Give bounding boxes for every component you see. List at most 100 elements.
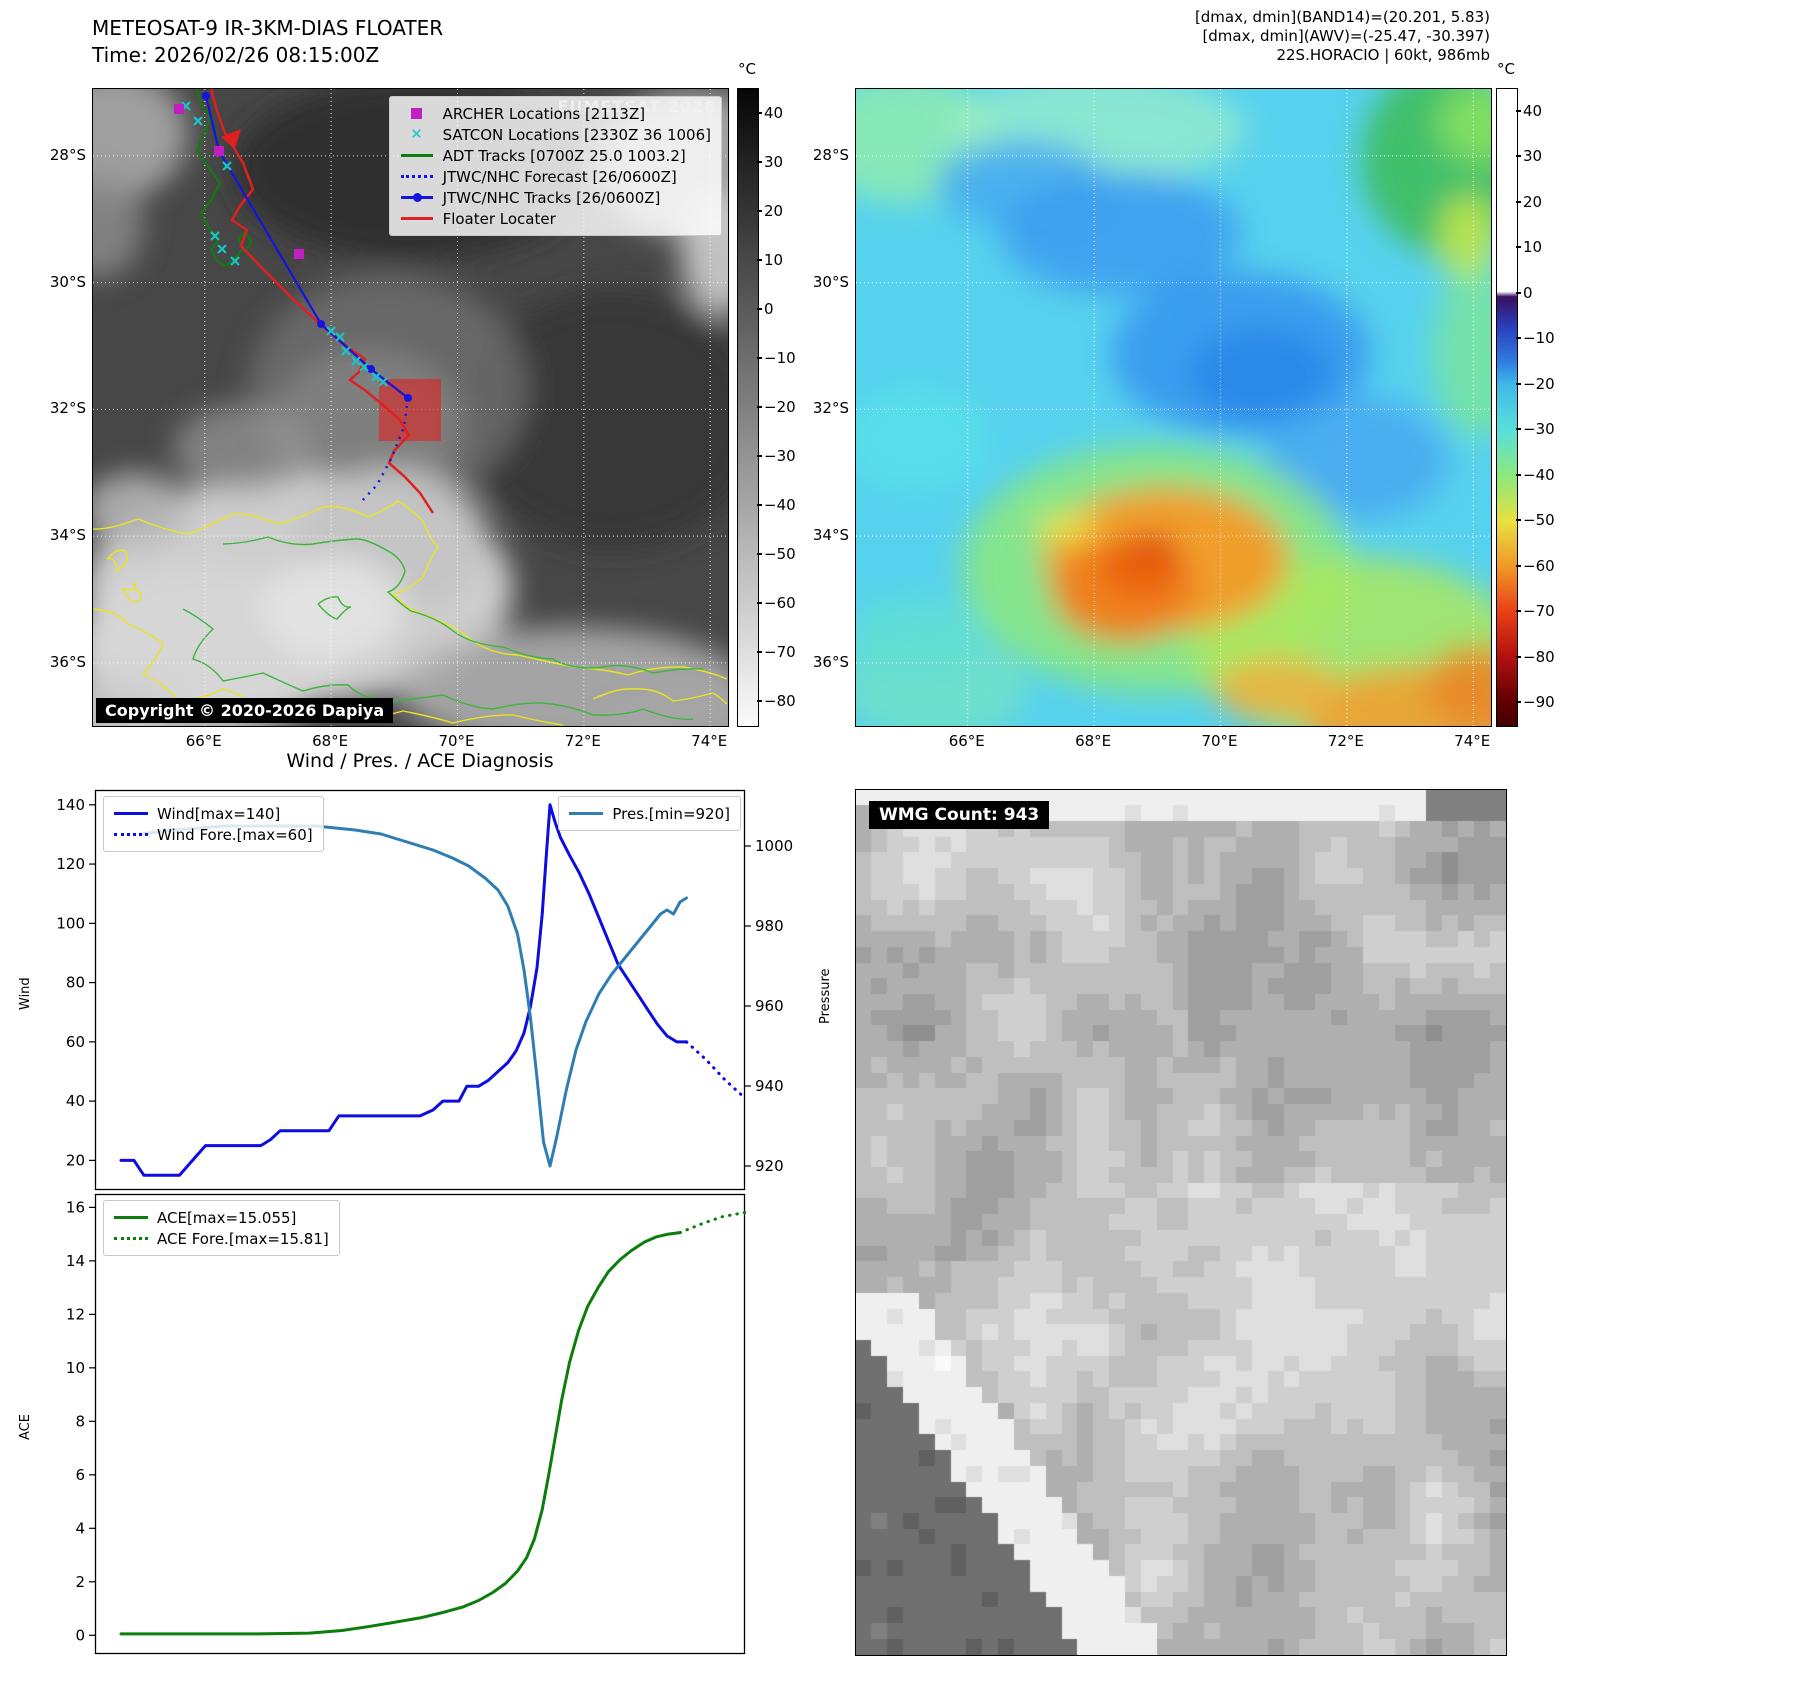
ir-lat-tick-label: 32°S bbox=[49, 399, 86, 418]
pressure-axis-label: Pressure bbox=[818, 968, 833, 1024]
awv-colorbar-tick-label: 20 bbox=[1523, 192, 1543, 211]
legend-item: Wind Fore.[max=60] bbox=[114, 824, 313, 845]
y-tick-label: 4 bbox=[75, 1519, 85, 1537]
y-tick-label: 60 bbox=[66, 1033, 85, 1051]
chart-plot-area: 0 2 4 6 8 10 12 14 16 bbox=[66, 1193, 747, 1655]
awv-colorbar-tick bbox=[1516, 291, 1521, 294]
awv-colorbar-tick-label: 10 bbox=[1523, 238, 1543, 257]
wind-axis-label: Wind bbox=[18, 977, 33, 1010]
wmg-pixel-image bbox=[856, 790, 1506, 1655]
awv-temperature-field bbox=[856, 89, 1491, 726]
ir-colorbar-tick bbox=[757, 503, 762, 506]
legend-item: JTWC/NHC Tracks [26/0600Z] bbox=[400, 187, 711, 208]
awv-colorbar-tick-label: −80 bbox=[1523, 647, 1555, 666]
ir-colorbar-tick-label: 0 bbox=[764, 299, 774, 318]
chart-plot-area: 20 40 60 80 100 120 140 920 940 960 980 1000 bbox=[56, 789, 793, 1191]
legend-item: ACE[max=15.055] bbox=[114, 1207, 329, 1228]
awv-header-awv: [dmax, dmin](AWV)=(-25.47, -30.397) bbox=[1202, 27, 1490, 45]
awv-lat-tick-label: 30°S bbox=[812, 272, 849, 291]
y-tick-label-right: 960 bbox=[755, 997, 784, 1015]
legend-item: Floater Locater bbox=[400, 208, 711, 229]
ir-colorbar-tick bbox=[757, 209, 762, 212]
legend-line-icon bbox=[114, 833, 148, 836]
ir-colorbar-tick-label: 30 bbox=[764, 152, 784, 171]
y-tick-label-right: 980 bbox=[755, 917, 784, 935]
diagnosis-title: Wind / Pres. / ACE Diagnosis bbox=[286, 750, 554, 772]
awv-colorbar-tick bbox=[1516, 428, 1521, 431]
ir-colorbar-tick bbox=[757, 258, 762, 261]
awv-colorbar-tick-label: −60 bbox=[1523, 556, 1555, 575]
ir-colorbar-tick bbox=[757, 699, 762, 702]
ir-colorbar-tick bbox=[757, 405, 762, 408]
chart-legend: Pres.[min=920] bbox=[558, 796, 741, 831]
legend-item: ✕ SATCON Locations [2330Z 36 1006] bbox=[400, 124, 711, 145]
ir-colorbar-tick-label: −80 bbox=[764, 691, 796, 710]
y-tick-label: 140 bbox=[56, 796, 85, 814]
y-tick-label: 0 bbox=[75, 1626, 85, 1644]
series-wind-max- bbox=[119, 803, 688, 1177]
legend-line-icon bbox=[114, 811, 148, 816]
ir-colorbar-tick-label: −20 bbox=[764, 397, 796, 416]
legend-label: JTWC/NHC Tracks [26/0600Z] bbox=[442, 188, 661, 207]
ir-panel-time: Time: 2026/02/26 08:15:00Z bbox=[92, 43, 380, 67]
awv-colorbar-tick bbox=[1516, 701, 1521, 704]
y-tick-label: 6 bbox=[75, 1466, 85, 1484]
legend-item: Pres.[min=920] bbox=[569, 803, 730, 824]
ir-lon-tick-label: 66°E bbox=[185, 732, 222, 750]
legend-line-icon bbox=[569, 811, 604, 816]
legend-label: Wind Fore.[max=60] bbox=[157, 825, 313, 844]
chart-legend: ACE[max=15.055] ACE Fore.[max=15.81] bbox=[103, 1200, 340, 1256]
chart-legend: Wind[max=140] Wind Fore.[max=60] bbox=[103, 796, 324, 852]
ir-map-legend: ARCHER Locations [2113Z] ✕ SATCON Location… bbox=[388, 96, 722, 236]
awv-header-band14: [dmax, dmin](BAND14)=(20.201, 5.83) bbox=[1194, 8, 1490, 26]
ir-colorbar-tick-label: 20 bbox=[764, 201, 784, 220]
awv-colorbar-tick-label: −20 bbox=[1523, 374, 1555, 393]
awv-colorbar-tick-label: 0 bbox=[1523, 283, 1533, 302]
legend-item: JTWC/NHC Forecast [26/0600Z] bbox=[400, 166, 711, 187]
legend-label: ARCHER Locations [2113Z] bbox=[442, 104, 646, 123]
awv-colorbar-tick bbox=[1516, 610, 1521, 613]
awv-colorbar-tick bbox=[1516, 473, 1521, 476]
legend-label: ACE[max=15.055] bbox=[157, 1208, 297, 1227]
awv-lon-tick-label: 72°E bbox=[1327, 732, 1364, 750]
y-tick-label: 2 bbox=[75, 1573, 85, 1591]
awv-colorbar-tick-label: 30 bbox=[1523, 147, 1543, 166]
ir-lon-tick-label: 68°E bbox=[312, 732, 349, 750]
awv-lon-tick-label: 68°E bbox=[1075, 732, 1112, 750]
ir-colorbar-tick-label: −40 bbox=[764, 495, 796, 514]
ir-colorbar-tick-label: −70 bbox=[764, 642, 796, 661]
y-tick-label: 120 bbox=[56, 855, 85, 873]
legend-label: Pres.[min=920] bbox=[612, 804, 730, 823]
awv-lon-tick-label: 70°E bbox=[1201, 732, 1238, 750]
ir-lat-tick-label: 30°S bbox=[49, 272, 86, 291]
ir-satellite-map: EUMETSAT 2026 ARCHER Locations [2113Z]✕S… bbox=[92, 88, 729, 727]
awv-colorbar-tick bbox=[1516, 246, 1521, 249]
ir-colorbar-tick-label: −50 bbox=[764, 544, 796, 563]
awv-colorbar-tick-label: −70 bbox=[1523, 602, 1555, 621]
awv-colorbar-tick-label: −10 bbox=[1523, 329, 1555, 348]
ir-colorbar-tick bbox=[757, 552, 762, 555]
ir-lat-tick-label: 28°S bbox=[49, 145, 86, 164]
legend-dotted-icon bbox=[400, 175, 434, 178]
legend-item: Wind[max=140] bbox=[114, 803, 313, 824]
awv-map-image bbox=[856, 89, 1491, 726]
y-tick-label-right: 1000 bbox=[755, 837, 793, 855]
ace-axis-label: ACE bbox=[18, 1414, 33, 1440]
ir-lon-tick-label: 74°E bbox=[691, 732, 728, 750]
wmg-panel: WMG Count: 943 bbox=[855, 789, 1507, 1656]
ir-colorbar-tick bbox=[757, 160, 762, 163]
awv-lat-tick-label: 34°S bbox=[812, 526, 849, 545]
legend-line-icon bbox=[400, 217, 434, 220]
legend-label: SATCON Locations [2330Z 36 1006] bbox=[442, 125, 711, 144]
ir-lon-tick-label: 70°E bbox=[438, 732, 475, 750]
awv-lon-tick-label: 66°E bbox=[948, 732, 985, 750]
legend-line-dot-icon bbox=[400, 193, 434, 202]
y-tick-label: 100 bbox=[56, 914, 85, 932]
y-tick-label: 14 bbox=[66, 1252, 85, 1270]
ir-colorbar-tick bbox=[757, 601, 762, 604]
legend-label: Floater Locater bbox=[442, 209, 556, 228]
ir-colorbar-tick bbox=[757, 111, 762, 114]
y-tick-label: 80 bbox=[66, 974, 85, 992]
awv-colorbar-tick bbox=[1516, 655, 1521, 658]
awv-colorbar-tick bbox=[1516, 109, 1521, 112]
